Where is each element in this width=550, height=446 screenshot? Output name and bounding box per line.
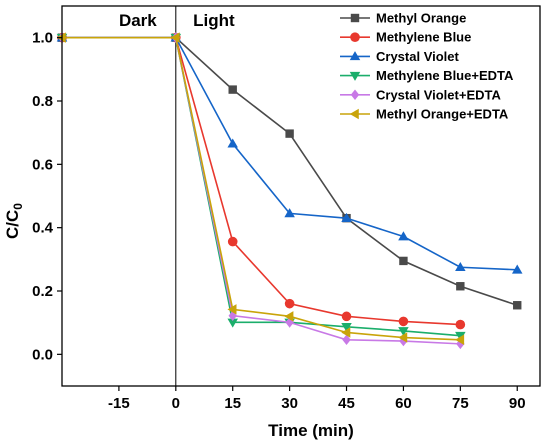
data-point	[398, 316, 409, 327]
data-point	[170, 32, 180, 43]
y-tick-label: 0.0	[32, 346, 53, 363]
data-point	[455, 334, 465, 346]
legend-label: Methyl Orange+EDTA	[376, 107, 509, 122]
data-point	[284, 208, 295, 218]
data-point	[399, 256, 408, 266]
data-point	[398, 231, 409, 241]
x-tick-label: 75	[452, 395, 469, 412]
data-point	[284, 311, 294, 322]
y-tick-label: 0.6	[32, 156, 53, 173]
legend-marker	[350, 32, 360, 42]
data-point	[455, 262, 466, 272]
data-point	[227, 304, 237, 315]
legend-item: Crystal Violet+EDTA	[340, 87, 501, 102]
data-point	[285, 129, 294, 138]
x-tick-label: -15	[108, 395, 130, 412]
y-axis-title-subscript: 0	[11, 203, 25, 210]
y-tick-label: 0.8	[32, 93, 53, 110]
data-point	[284, 298, 295, 309]
data-point	[398, 332, 408, 343]
data-point	[227, 138, 238, 148]
y-axis-title-main: C/C	[3, 210, 22, 239]
data-point	[341, 212, 352, 222]
x-tick-label: 45	[338, 395, 355, 412]
legend-marker	[350, 13, 360, 23]
legend: Methyl Orange Methylene Blue Crystal Viole…	[340, 11, 514, 122]
legend-label: Methyl Orange	[376, 11, 466, 26]
data-point	[341, 311, 352, 322]
x-tick-label: 15	[224, 395, 241, 412]
data-point	[341, 327, 351, 338]
series-layer	[56, 32, 523, 350]
series-line	[62, 36, 518, 307]
series-line	[62, 36, 461, 345]
x-tick-label: 90	[509, 395, 526, 412]
data-point	[227, 318, 238, 328]
axes: -15 0 15 30 45 60 75 90 0.0 0.2 0.4 0.6 0.8 1.0	[32, 5, 541, 412]
legend-marker	[350, 89, 360, 101]
legend-marker	[349, 71, 361, 81]
y-tick-label: 0.2	[32, 283, 53, 300]
series-line	[62, 36, 518, 271]
x-tick-label: 0	[172, 395, 180, 412]
legend-label: Methylene Blue+EDTA	[376, 68, 514, 83]
data-point	[456, 282, 465, 291]
data-point	[342, 334, 351, 346]
data-point	[511, 264, 523, 274]
legend-marker	[349, 51, 361, 61]
data-point	[341, 323, 352, 333]
y-tick-label: 0.4	[32, 220, 54, 237]
legend-item: Methyl Orange+EDTA	[340, 107, 509, 122]
data-point	[227, 236, 238, 247]
region-label-light: Light	[193, 11, 235, 30]
x-tick-label: 60	[395, 395, 412, 412]
legend-marker	[349, 108, 359, 120]
legend-label: Crystal Violet	[376, 49, 460, 64]
legend-label: Methylene Blue	[376, 30, 471, 45]
legend-item: Methyl Orange	[340, 11, 466, 26]
legend-item: Methylene Blue+EDTA	[340, 68, 514, 83]
x-axis-title: Time (min)	[268, 421, 354, 440]
data-point	[228, 85, 237, 94]
region-label-dark: Dark	[119, 11, 157, 30]
plot-frame	[61, 5, 541, 387]
legend-label: Crystal Violet+EDTA	[376, 87, 501, 102]
x-tick-label: 30	[281, 395, 298, 412]
data-point	[398, 327, 409, 337]
y-axis-title: C/C0	[3, 203, 25, 239]
legend-item: Crystal Violet	[340, 49, 460, 64]
data-point	[455, 331, 466, 341]
y-tick-label: 1.0	[32, 30, 53, 47]
legend-item: Methylene Blue	[340, 30, 471, 45]
data-point	[455, 319, 466, 330]
data-point	[513, 301, 522, 310]
